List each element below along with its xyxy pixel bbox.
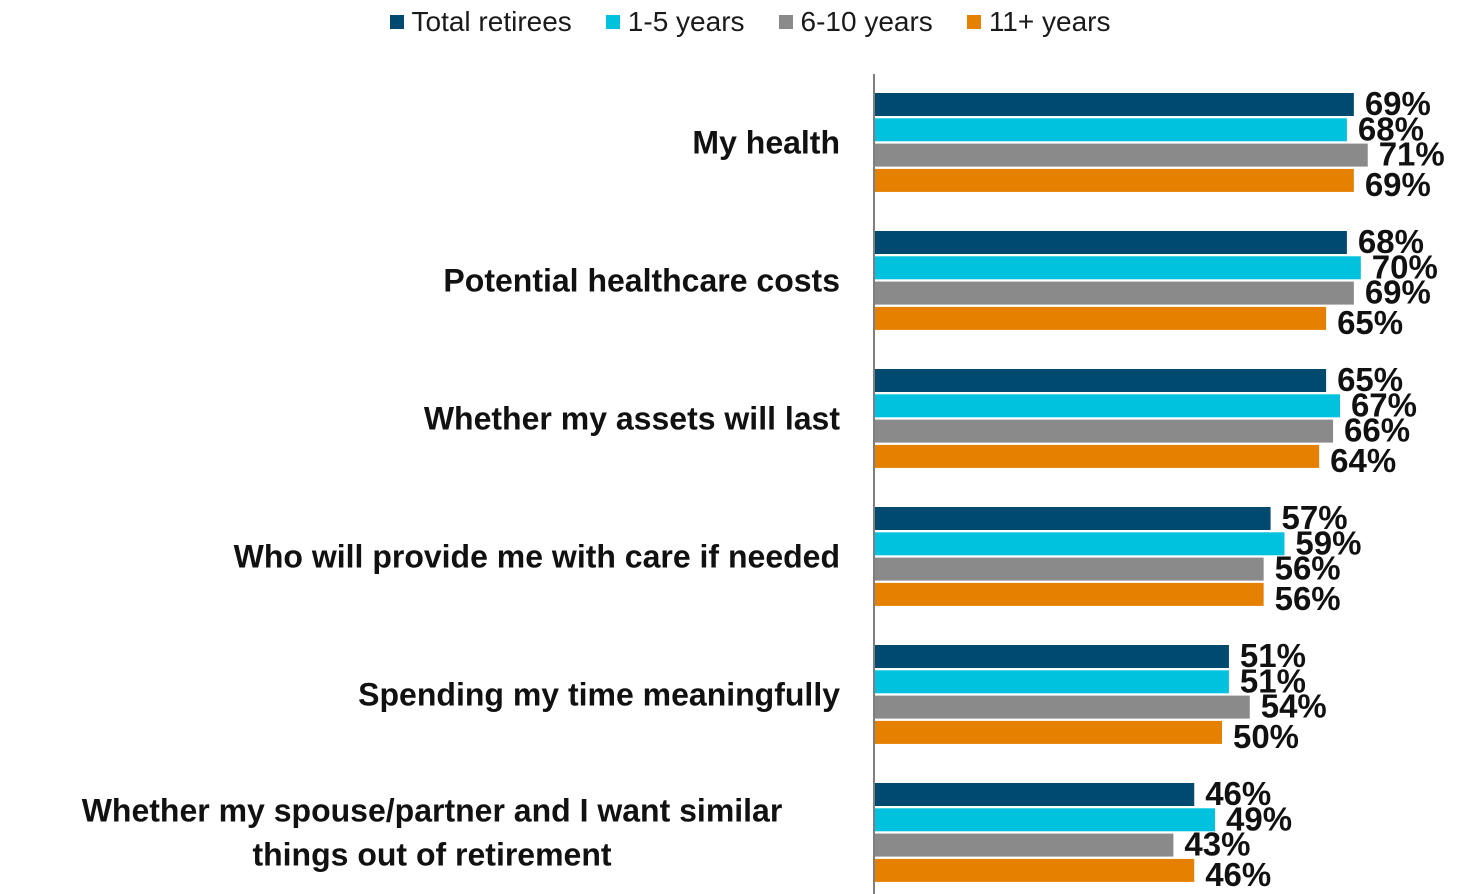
bar bbox=[875, 557, 1264, 581]
bar bbox=[875, 532, 1285, 556]
data-label: 70% bbox=[1372, 248, 1438, 285]
bar bbox=[875, 670, 1229, 694]
data-label: 67% bbox=[1351, 386, 1417, 423]
data-label: 71% bbox=[1379, 136, 1445, 173]
bar bbox=[875, 444, 1320, 468]
data-label: 50% bbox=[1233, 718, 1299, 755]
bar bbox=[875, 118, 1347, 142]
legend-label: 6-10 years bbox=[800, 6, 933, 37]
legend-swatch bbox=[778, 15, 793, 29]
data-label: 54% bbox=[1261, 688, 1327, 725]
data-label: 69% bbox=[1365, 274, 1431, 311]
bar bbox=[875, 783, 1195, 806]
data-label: 69% bbox=[1365, 166, 1431, 203]
category-label-line: Whether my assets will last bbox=[424, 400, 841, 436]
data-label: 68% bbox=[1358, 110, 1424, 147]
legend-item-1: 1-5 years bbox=[605, 6, 745, 38]
data-label: 57% bbox=[1282, 499, 1348, 536]
data-label: 65% bbox=[1337, 304, 1403, 341]
category-label-line: Whether my spouse/partner and I want sim… bbox=[82, 792, 783, 828]
legend-swatch bbox=[966, 15, 981, 29]
legend-swatch bbox=[605, 15, 620, 29]
data-label: 46% bbox=[1205, 856, 1271, 893]
bar bbox=[875, 582, 1264, 606]
legend-label: 11+ years bbox=[988, 6, 1111, 37]
bar bbox=[875, 93, 1354, 116]
data-label: 46% bbox=[1205, 775, 1271, 812]
bar bbox=[875, 720, 1222, 744]
category-label-line: things out of retirement bbox=[252, 836, 611, 872]
bar bbox=[875, 306, 1327, 330]
category-label: Spending my time meaningfully bbox=[358, 676, 840, 712]
data-label: 43% bbox=[1184, 826, 1250, 863]
bar bbox=[875, 858, 1195, 882]
bar bbox=[875, 281, 1354, 305]
bar bbox=[875, 695, 1250, 719]
legend-label: Total retirees bbox=[411, 6, 572, 37]
legend-swatch bbox=[389, 15, 404, 29]
data-label: 56% bbox=[1275, 550, 1341, 587]
data-label: 69% bbox=[1365, 85, 1431, 122]
bar bbox=[875, 143, 1368, 167]
bar bbox=[875, 833, 1174, 857]
category-label-line: Who will provide me with care if needed bbox=[234, 538, 840, 574]
legend-item-3: 11+ years bbox=[966, 6, 1111, 38]
data-label: 68% bbox=[1358, 223, 1424, 260]
category-label-line: Potential healthcare costs bbox=[443, 262, 840, 298]
legend-label: 1-5 years bbox=[627, 6, 745, 37]
data-label: 65% bbox=[1337, 361, 1403, 398]
data-label: 56% bbox=[1275, 580, 1341, 617]
data-label: 49% bbox=[1226, 800, 1292, 837]
legend-item-2: 6-10 years bbox=[778, 6, 933, 38]
bar bbox=[875, 645, 1229, 668]
bar bbox=[875, 256, 1361, 280]
bar bbox=[875, 369, 1327, 392]
data-label: 66% bbox=[1344, 412, 1410, 449]
legend: Total retirees 1-5 years 6-10 years 11+ yea… bbox=[0, 4, 1460, 40]
data-label: 51% bbox=[1240, 662, 1306, 699]
legend-item-0: Total retirees bbox=[389, 6, 572, 38]
bar bbox=[875, 394, 1340, 418]
category-label: Who will provide me with care if needed bbox=[234, 538, 840, 574]
bar bbox=[875, 507, 1271, 530]
bar bbox=[875, 231, 1347, 254]
data-label: 64% bbox=[1330, 442, 1396, 479]
bar bbox=[875, 168, 1354, 192]
bar bbox=[875, 808, 1216, 832]
data-label: 59% bbox=[1295, 524, 1361, 561]
bar bbox=[875, 419, 1334, 443]
data-label: 51% bbox=[1240, 637, 1306, 674]
category-label-line: My health bbox=[692, 124, 840, 160]
category-label: Whether my assets will last bbox=[424, 400, 841, 436]
category-label: Whether my spouse/partner and I want sim… bbox=[82, 792, 783, 872]
category-label-line: Spending my time meaningfully bbox=[358, 676, 840, 712]
category-label: My health bbox=[692, 124, 840, 160]
category-label: Potential healthcare costs bbox=[443, 262, 840, 298]
